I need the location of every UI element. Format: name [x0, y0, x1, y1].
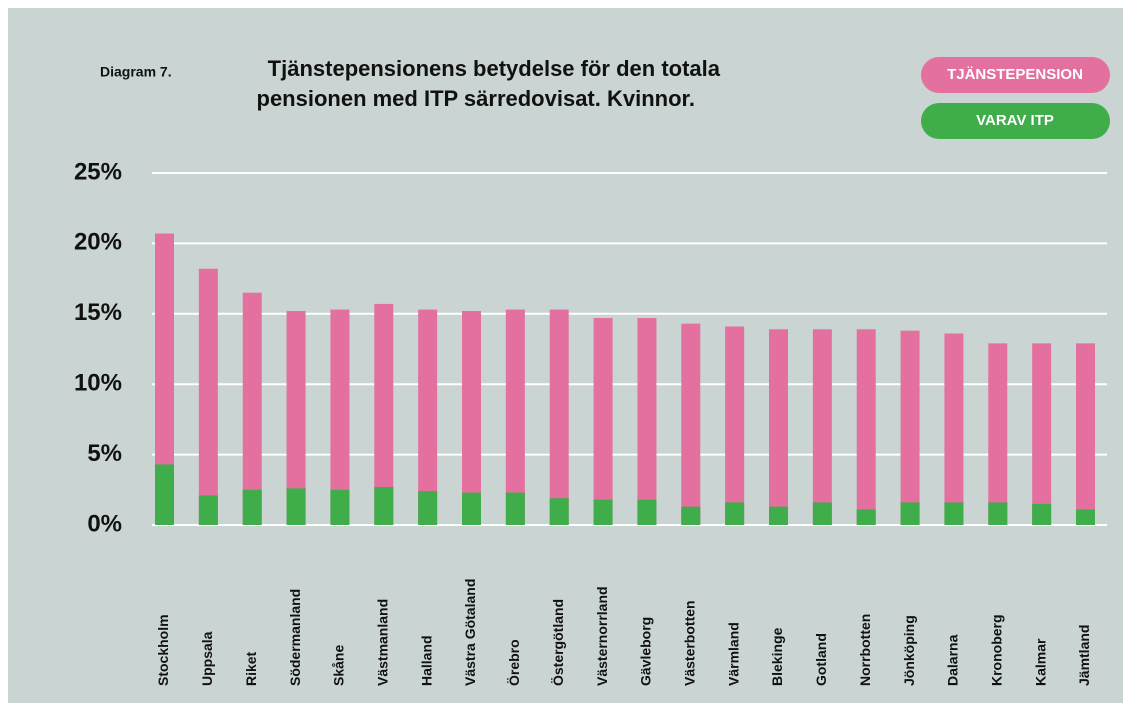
bar [242, 489, 262, 525]
x-tick-label: Jämtland [1076, 625, 1092, 686]
bar [549, 309, 569, 525]
bar [198, 268, 218, 525]
x-tick-label: Kronoberg [988, 614, 1004, 686]
bar [1032, 503, 1052, 525]
x-tick-label: Västerbotten [681, 600, 697, 686]
bar [418, 309, 438, 525]
bar [1032, 343, 1052, 525]
y-tick-label: 20% [74, 229, 122, 256]
bar [374, 303, 394, 525]
legend-label: VARAV ITP [976, 112, 1054, 129]
x-tick-label: Dalarna [945, 634, 961, 686]
bar [549, 498, 569, 525]
x-tick-label: Södermanland [287, 589, 303, 686]
bar [769, 506, 788, 525]
bar [155, 233, 174, 525]
bar [988, 502, 1008, 525]
chart-title: Tjänstepensionens betydelse för den tota… [268, 56, 721, 81]
bar [418, 491, 438, 525]
x-tick-label: Jönköping [901, 615, 917, 686]
x-tick-label: Riket [243, 651, 259, 686]
y-tick-label: 0% [87, 510, 122, 537]
bar [462, 310, 481, 525]
bar [242, 292, 262, 525]
bar [330, 489, 350, 525]
x-tick-label: Halland [418, 635, 434, 686]
legend-swatch [921, 57, 1110, 93]
bar [812, 329, 832, 525]
x-tick-label: Skåne [331, 645, 347, 686]
x-tick-label: Örebro [506, 639, 522, 686]
bar [856, 329, 876, 525]
bar [988, 343, 1008, 525]
x-tick-label: Norrbotten [857, 614, 873, 686]
y-tick-label: 15% [74, 299, 122, 326]
bar [681, 323, 701, 525]
x-tick-label: Västmanland [374, 599, 390, 686]
bar [330, 309, 350, 525]
x-tick-label: Västernorrland [594, 586, 610, 686]
bar [505, 492, 525, 525]
bar [856, 509, 876, 525]
bar [198, 495, 218, 525]
x-tick-label: Uppsala [199, 631, 215, 686]
x-tick-label: Kalmar [1032, 638, 1048, 686]
y-tick-label: 5% [87, 440, 122, 467]
x-tick-label: Gävleborg [638, 617, 654, 686]
legend-swatch [921, 103, 1110, 139]
bar [155, 464, 174, 525]
bar [505, 309, 525, 525]
bar [1076, 509, 1095, 525]
x-tick-label: Östergötland [550, 599, 566, 686]
chart-title: pensionen med ITP särredovisat. Kvinnor. [257, 86, 696, 111]
bar [374, 486, 394, 525]
x-tick-label: Värmland [725, 622, 741, 686]
bar [812, 502, 832, 525]
x-tick-label: Stockholm [155, 614, 171, 686]
x-tick-label: Gotland [813, 633, 829, 686]
bar [944, 333, 964, 525]
chart-label: Diagram 7. [100, 64, 172, 80]
bar [944, 502, 964, 525]
bar [725, 502, 745, 525]
bar [681, 506, 701, 525]
bar [286, 488, 306, 525]
x-tick-label: Blekinge [769, 627, 785, 686]
bar [593, 318, 613, 525]
y-tick-label: 10% [74, 370, 122, 397]
bar [1076, 343, 1095, 525]
bar [769, 329, 788, 525]
bar [462, 492, 481, 525]
x-tick-label: Västra Götaland [462, 579, 478, 686]
bar [637, 499, 657, 525]
bar [900, 330, 920, 525]
y-tick-label: 25% [74, 158, 122, 185]
bar [900, 502, 920, 525]
bar [593, 499, 613, 525]
legend-label: TJÄNSTEPENSION [947, 66, 1083, 83]
bar [286, 310, 306, 525]
bar [725, 326, 745, 525]
bar [637, 318, 657, 525]
